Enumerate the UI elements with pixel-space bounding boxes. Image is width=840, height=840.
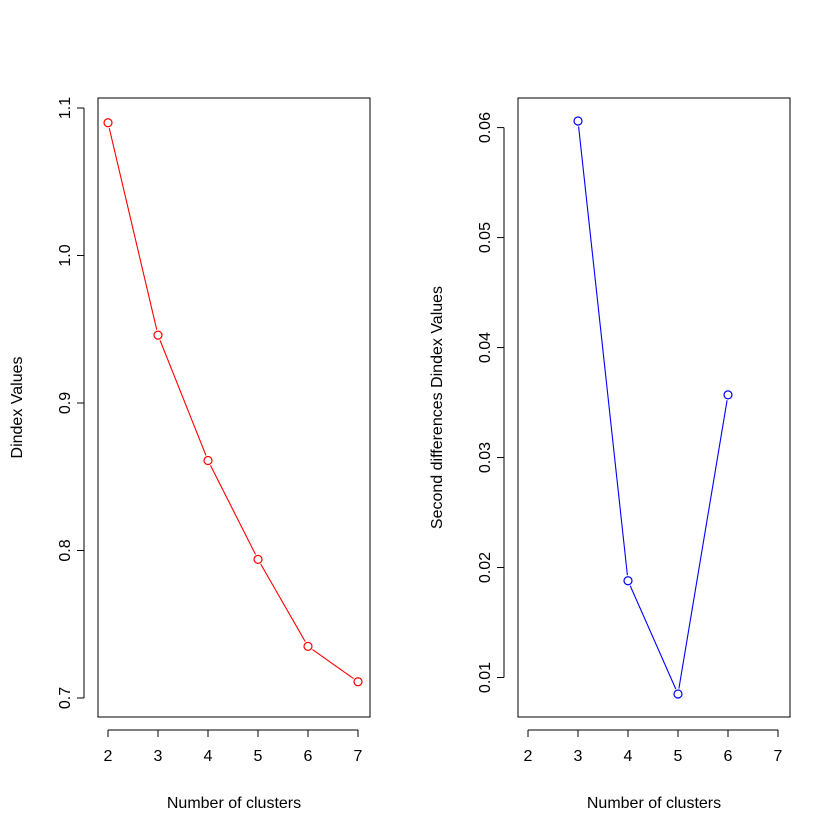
y-tick-label: 1.1 xyxy=(57,97,74,119)
x-tick-label: 6 xyxy=(304,748,313,765)
plot-frame xyxy=(97,97,371,718)
series-segment xyxy=(629,585,677,690)
plot-frame xyxy=(517,97,791,718)
chart-panel-2: 2 3 4 5 6 7 Number of clusters 0.01 0.02 0.03 0.04… xyxy=(429,97,791,812)
data-point xyxy=(673,689,683,699)
x-tick-label: 7 xyxy=(774,748,783,765)
x-tick-label: 6 xyxy=(724,748,733,765)
y-axis-title: Second differences Dindex Values xyxy=(429,286,446,529)
y-tick-label: 0.06 xyxy=(477,112,494,143)
data-point xyxy=(203,455,213,466)
data-point xyxy=(153,330,163,340)
data-point xyxy=(103,118,113,128)
y-tick-label: 0.02 xyxy=(477,552,494,583)
x-tick-label: 3 xyxy=(154,748,163,765)
y-tick-label: 0.01 xyxy=(477,662,494,693)
x-axis-title: Number of clusters xyxy=(587,795,721,812)
x-tick-label: 5 xyxy=(254,748,263,765)
x-tick-label: 4 xyxy=(624,748,633,765)
series-segment xyxy=(578,126,628,576)
y-tick-label: 0.05 xyxy=(477,222,494,253)
x-tick-label: 5 xyxy=(674,748,683,765)
x-tick-label: 2 xyxy=(524,748,533,765)
series-segment xyxy=(678,400,728,689)
data-point xyxy=(723,390,733,400)
chart-panel-1: 2 3 4 5 6 7 Number of clusters 0.7 0.8 0.9 1.0 1.1 D… xyxy=(9,97,371,812)
x-tick-label: 3 xyxy=(574,748,583,765)
data-point xyxy=(573,116,583,126)
y-axis-title: Dindex Values xyxy=(9,357,26,459)
x-tick-label: 4 xyxy=(204,748,213,765)
y-tick-label: 0.9 xyxy=(57,392,74,414)
series-segment xyxy=(312,649,354,680)
data-point xyxy=(253,554,263,564)
y-tick-label: 0.7 xyxy=(57,687,74,709)
series-segment xyxy=(108,127,158,330)
y-tick-label: 0.03 xyxy=(477,442,494,473)
y-tick-label: 0.8 xyxy=(57,539,74,561)
x-tick-label: 7 xyxy=(354,748,363,765)
series-segment xyxy=(159,340,207,456)
y-tick-label: 1.0 xyxy=(57,244,74,266)
y-tick-label: 0.04 xyxy=(477,332,494,363)
series-segment xyxy=(260,563,306,642)
series-segment xyxy=(209,465,257,555)
data-point xyxy=(353,677,363,687)
data-point xyxy=(303,641,313,651)
data-point xyxy=(623,576,633,586)
x-axis-title: Number of clusters xyxy=(167,795,301,812)
x-tick-label: 2 xyxy=(104,748,113,765)
